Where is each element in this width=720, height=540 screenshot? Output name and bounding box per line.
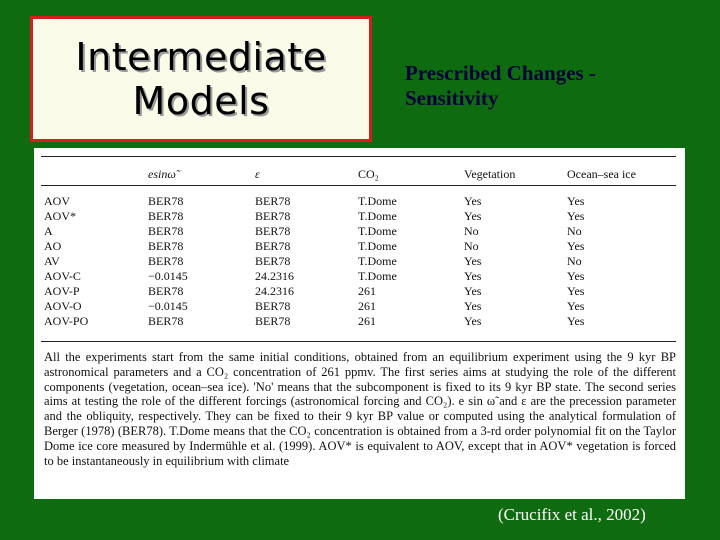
table-row: AOV* BER78 BER78 T.Dome Yes Yes [44, 209, 677, 224]
cell-vegetation: Yes [464, 194, 482, 208]
table-document-image: esinω̃ ε CO₂ Vegetation Ocean–sea ice AO… [34, 148, 685, 499]
cell-experiment: AOV-P [44, 284, 80, 298]
cell-vegetation: Yes [464, 314, 482, 328]
cell-ocean-sea-ice: Yes [567, 209, 585, 223]
cell-experiment: AOV-PO [44, 314, 89, 328]
cell-precession: −0.0145 [148, 299, 188, 313]
cell-vegetation: Yes [464, 254, 482, 268]
table-header-row: esinω̃ ε CO₂ Vegetation Ocean–sea ice [44, 164, 677, 194]
header-rule [41, 185, 676, 186]
header-obliquity: ε [255, 167, 260, 181]
cell-obliquity: 24.2316 [255, 269, 294, 283]
cell-co2: T.Dome [358, 224, 397, 238]
cell-experiment: AOV-C [44, 269, 81, 283]
header-co2: CO₂ [358, 167, 379, 181]
cell-obliquity: 24.2316 [255, 284, 294, 298]
cell-ocean-sea-ice: Yes [567, 299, 585, 313]
cell-experiment: AOV-O [44, 299, 82, 313]
table-row: AOV-PO BER78 BER78 261 Yes Yes [44, 314, 677, 329]
cell-ocean-sea-ice: Yes [567, 269, 585, 283]
cell-ocean-sea-ice: Yes [567, 239, 585, 253]
cell-vegetation: Yes [464, 209, 482, 223]
cell-obliquity: BER78 [255, 194, 291, 208]
cell-ocean-sea-ice: Yes [567, 284, 585, 298]
cell-precession: −0.0145 [148, 269, 188, 283]
bottom-rule [41, 341, 676, 342]
cell-precession: BER78 [148, 254, 184, 268]
cell-vegetation: No [464, 224, 479, 238]
table-row: AOV-P BER78 24.2316 261 Yes Yes [44, 284, 677, 299]
table-row: AOV-O −0.0145 BER78 261 Yes Yes [44, 299, 677, 314]
cell-obliquity: BER78 [255, 299, 291, 313]
table-row: AOV-C −0.0145 24.2316 T.Dome Yes Yes [44, 269, 677, 284]
table-caption: All the experiments start from the same … [44, 350, 676, 468]
cell-precession: BER78 [148, 239, 184, 253]
cell-co2: T.Dome [358, 269, 397, 283]
table-row: AV BER78 BER78 T.Dome Yes No [44, 254, 677, 269]
cell-precession: BER78 [148, 209, 184, 223]
cell-ocean-sea-ice: No [567, 254, 582, 268]
cell-experiment: A [44, 224, 53, 238]
cell-ocean-sea-ice: No [567, 224, 582, 238]
cell-co2: T.Dome [358, 239, 397, 253]
subtitle: Prescribed Changes - Sensitivity [405, 61, 705, 111]
cell-vegetation: No [464, 239, 479, 253]
cell-co2: 261 [358, 284, 376, 298]
cell-experiment: AV [44, 254, 60, 268]
cell-obliquity: BER78 [255, 239, 291, 253]
cell-co2: 261 [358, 314, 376, 328]
cell-ocean-sea-ice: Yes [567, 314, 585, 328]
subtitle-line-2: Sensitivity [405, 86, 499, 110]
top-rule [41, 156, 676, 157]
header-experiment [44, 164, 148, 194]
header-precession: esinω̃ [148, 167, 176, 181]
table-row: AO BER78 BER78 T.Dome No Yes [44, 239, 677, 254]
cell-ocean-sea-ice: Yes [567, 194, 585, 208]
citation: (Crucifix et al., 2002) [498, 505, 646, 524]
subtitle-line-1: Prescribed Changes - [405, 61, 596, 85]
cell-obliquity: BER78 [255, 314, 291, 328]
cell-co2: 261 [358, 299, 376, 313]
table-row: AOV BER78 BER78 T.Dome Yes Yes [44, 194, 677, 209]
cell-co2: T.Dome [358, 209, 397, 223]
cell-obliquity: BER78 [255, 254, 291, 268]
title-line-1: Intermediate [75, 35, 327, 79]
cell-precession: BER78 [148, 314, 184, 328]
header-vegetation: Vegetation [464, 167, 516, 181]
title-box: Intermediate Models [30, 16, 372, 142]
cell-co2: T.Dome [358, 254, 397, 268]
header-ocean-sea-ice: Ocean–sea ice [567, 167, 636, 181]
cell-precession: BER78 [148, 284, 184, 298]
cell-co2: T.Dome [358, 194, 397, 208]
cell-precession: BER78 [148, 224, 184, 238]
cell-vegetation: Yes [464, 269, 482, 283]
cell-vegetation: Yes [464, 284, 482, 298]
experiments-table: esinω̃ ε CO₂ Vegetation Ocean–sea ice AO… [44, 164, 677, 329]
title-line-2: Models [132, 79, 270, 123]
table-row: A BER78 BER78 T.Dome No No [44, 224, 677, 239]
cell-obliquity: BER78 [255, 224, 291, 238]
cell-vegetation: Yes [464, 299, 482, 313]
cell-experiment: AO [44, 239, 62, 253]
cell-precession: BER78 [148, 194, 184, 208]
cell-experiment: AOV [44, 194, 70, 208]
cell-obliquity: BER78 [255, 209, 291, 223]
cell-experiment: AOV* [44, 209, 76, 223]
